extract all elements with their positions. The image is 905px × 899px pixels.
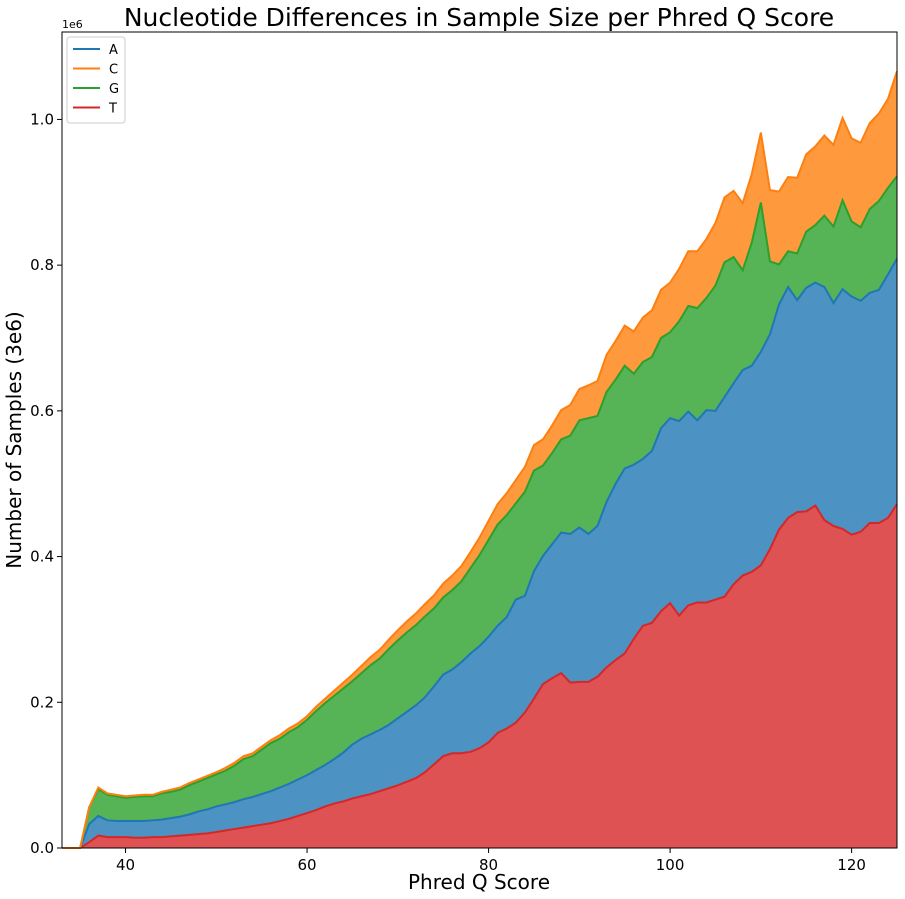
line-series-c	[62, 71, 898, 849]
y-tick-label: 0.4	[30, 548, 54, 566]
line-series-t	[62, 503, 898, 849]
y-tick-label: 1.0	[30, 110, 54, 128]
area-layers	[62, 71, 897, 849]
y-axis-ticks: 0.0 0.2 0.4 0.6 0.8 1.0	[30, 110, 62, 857]
plot-frame	[61, 31, 898, 849]
area-top-lines	[62, 71, 898, 849]
line-series-a	[62, 258, 898, 849]
area-series-a	[62, 258, 897, 849]
chart-title: Nucleotide Differences in Sample Size pe…	[124, 3, 834, 32]
y-tick-label: 0.0	[30, 839, 54, 857]
x-axis-ticks: 40 60 80 100 120	[116, 848, 866, 874]
x-tick-label: 60	[298, 856, 317, 874]
x-tick-label: 80	[479, 856, 498, 874]
x-tick-label: 120	[837, 856, 866, 874]
area-series-g	[62, 176, 897, 848]
legend-label-a: A	[109, 43, 118, 58]
legend-label-t: T	[108, 102, 117, 117]
legend-box	[66, 36, 126, 124]
y-tick-label: 0.2	[30, 693, 54, 711]
y-axis-offset-label: 1e6	[62, 18, 83, 31]
y-tick-label: 0.6	[30, 402, 54, 420]
x-tick-label: 100	[656, 856, 685, 874]
area-series-t	[62, 504, 897, 848]
line-series-g	[62, 175, 898, 849]
legend-label-g: G	[109, 82, 119, 97]
y-tick-label: 0.8	[30, 256, 54, 274]
x-tick-label: 40	[116, 856, 135, 874]
y-axis-label: Number of Samples (3e6)	[2, 311, 26, 568]
legend-label-c: C	[109, 63, 118, 78]
x-axis-label: Phred Q Score	[408, 870, 550, 894]
area-series-c	[62, 71, 897, 849]
